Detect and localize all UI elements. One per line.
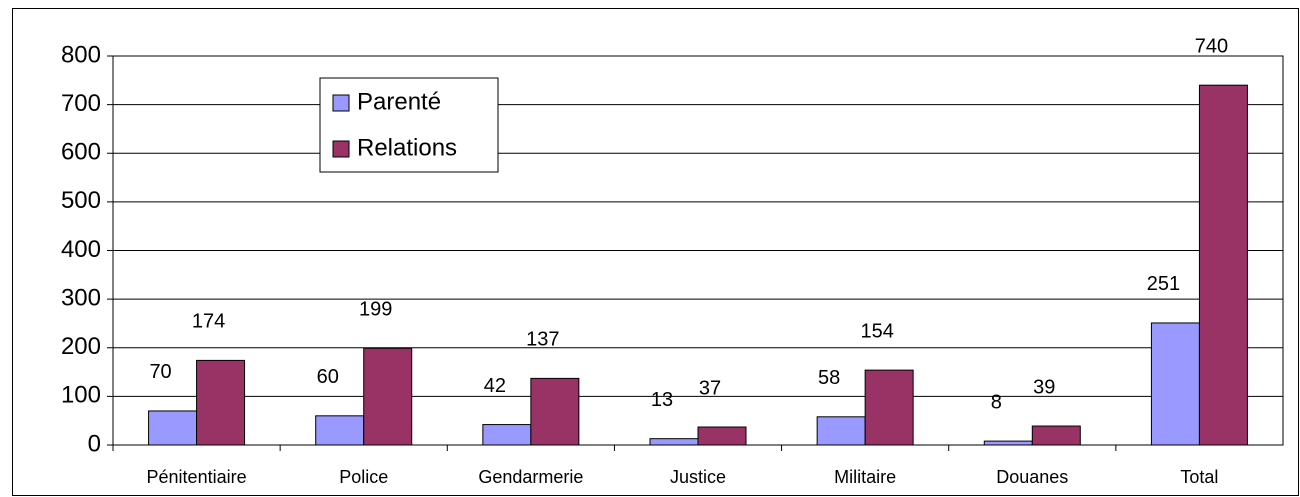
y-tick-label: 800: [61, 41, 101, 68]
x-tick-label: Justice: [670, 467, 726, 487]
legend-swatch: [332, 140, 350, 158]
x-tick-label: Total: [1180, 467, 1218, 487]
legend-label: Parenté: [357, 88, 441, 115]
legend-label: Relations: [357, 134, 457, 161]
bar: [1198, 84, 1248, 446]
data-label: 137: [526, 329, 559, 351]
data-label: 154: [860, 320, 893, 342]
bar: [649, 438, 699, 446]
y-tick-label: 100: [61, 382, 101, 409]
y-tick-label: 500: [61, 187, 101, 214]
bar: [1031, 425, 1081, 446]
plot-border: [112, 55, 1284, 446]
x-tick-label: Gendarmerie: [478, 467, 583, 487]
data-label: 174: [192, 311, 225, 333]
legend-box: [319, 77, 499, 173]
y-tick-label: 400: [61, 236, 101, 263]
bar: [816, 416, 866, 446]
y-tick-label: 300: [61, 284, 101, 311]
data-label: 70: [149, 361, 171, 383]
y-tick-label: 0: [88, 430, 101, 457]
bar: [1150, 322, 1200, 446]
data-label: 251: [1147, 273, 1180, 295]
x-tick-label: Militaire: [834, 467, 896, 487]
bar: [864, 369, 914, 446]
data-label: 37: [699, 377, 721, 399]
data-label: 42: [484, 375, 506, 397]
data-label: 39: [1033, 376, 1055, 398]
x-tick-label: Police: [339, 467, 388, 487]
bar: [983, 440, 1033, 446]
bar: [363, 347, 413, 446]
bar: [530, 377, 580, 446]
data-label: 60: [317, 366, 339, 388]
x-tick-label: Pénitentiaire: [147, 467, 247, 487]
data-label: 58: [818, 367, 840, 389]
data-label: 13: [651, 389, 673, 411]
legend-swatch: [332, 94, 350, 112]
bar: [697, 426, 747, 446]
bar: [148, 410, 198, 446]
y-tick-label: 200: [61, 333, 101, 360]
data-label: 8: [991, 391, 1002, 413]
data-label: 199: [359, 299, 392, 321]
x-tick-label: Douanes: [996, 467, 1068, 487]
bar: [196, 359, 246, 446]
bar: [315, 415, 365, 446]
data-label: 740: [1195, 35, 1228, 57]
y-tick-label: 700: [61, 90, 101, 117]
bar: [482, 424, 532, 446]
y-tick-label: 600: [61, 139, 101, 166]
